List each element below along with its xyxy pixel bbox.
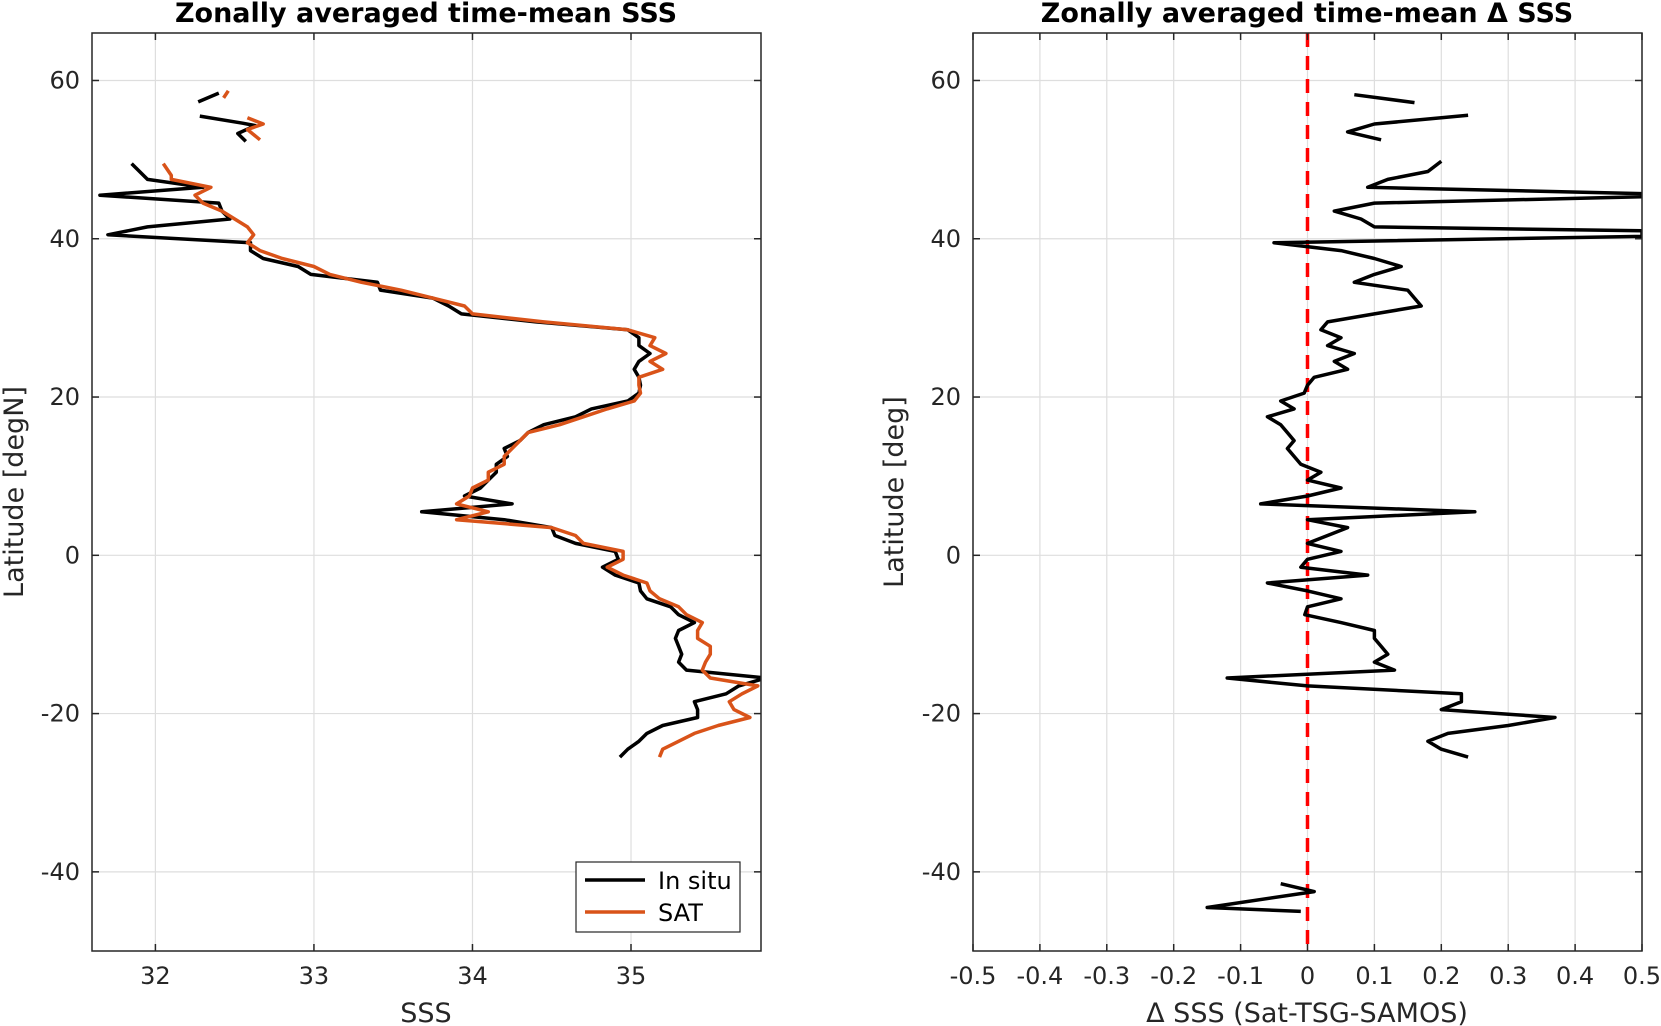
legend-insitu-label: In situ bbox=[658, 867, 732, 895]
right-series-delta-line bbox=[1205, 881, 1316, 914]
left-y-tick-label: 20 bbox=[49, 383, 80, 411]
right-y-tick-label: -20 bbox=[922, 700, 961, 728]
right-title: Zonally averaged time-mean Δ SSS bbox=[1041, 0, 1573, 29]
left-y-axis-label: Latitude [degN] bbox=[0, 386, 30, 598]
right-x-tick-label: -0.1 bbox=[1217, 962, 1264, 990]
right-series bbox=[1205, 92, 1642, 914]
left-x-tick-label: 33 bbox=[299, 962, 330, 990]
right-x-tick-label: 0.2 bbox=[1422, 962, 1460, 990]
right-x-tick-label: -0.4 bbox=[1016, 962, 1063, 990]
right-series-delta-line bbox=[1345, 113, 1469, 142]
right-x-tick-label: 0 bbox=[1300, 962, 1315, 990]
left-grid bbox=[92, 33, 761, 951]
right-x-tick-label: -0.3 bbox=[1083, 962, 1130, 990]
left-y-tick-label: -40 bbox=[41, 858, 80, 886]
legend-sat-label: SAT bbox=[658, 899, 703, 927]
right-y-tick-label: -40 bbox=[922, 858, 961, 886]
left-panel: 32 33 34 35 -40 -20 0 20 40 60 Zonally averaged t… bbox=[0, 0, 762, 1026]
right-ticks: -0.5 -0.4 -0.3 -0.2 -0.1 0 0.1 0.2 0.3 0.4 0.5 -40 -… bbox=[922, 33, 1661, 990]
right-x-axis-label: Δ SSS (Sat-TSG-SAMOS) bbox=[1146, 998, 1468, 1026]
right-y-axis-label: Latitude [deg] bbox=[879, 396, 910, 588]
left-y-tick-label: -20 bbox=[41, 700, 80, 728]
right-y-tick-label: 20 bbox=[930, 383, 961, 411]
left-x-axis-label: SSS bbox=[400, 998, 451, 1026]
left-y-tick-label: 0 bbox=[65, 541, 80, 569]
left-series-in-situ-line bbox=[98, 162, 761, 759]
legend: In situ SAT bbox=[575, 861, 741, 933]
right-x-tick-label: 0.3 bbox=[1489, 962, 1527, 990]
right-panel: -0.5 -0.4 -0.3 -0.2 -0.1 0 0.1 0.2 0.3 0.4 0.5 -40 -… bbox=[879, 0, 1661, 1026]
left-ticks: 32 33 34 35 -40 -20 0 20 40 60 bbox=[41, 33, 761, 990]
left-series-sat-line bbox=[161, 162, 760, 758]
left-y-tick-label: 40 bbox=[49, 225, 80, 253]
right-series-delta-line bbox=[1225, 159, 1642, 759]
left-series-in-situ-line bbox=[197, 91, 220, 104]
right-y-tick-label: 0 bbox=[946, 541, 961, 569]
left-series bbox=[98, 89, 761, 759]
left-x-tick-label: 35 bbox=[616, 962, 647, 990]
left-series-sat-line bbox=[222, 89, 230, 99]
left-plot-area bbox=[92, 33, 761, 951]
right-x-tick-label: 0.5 bbox=[1623, 962, 1661, 990]
right-y-tick-label: 40 bbox=[930, 225, 961, 253]
right-x-tick-label: -0.2 bbox=[1150, 962, 1197, 990]
right-x-tick-label: -0.5 bbox=[950, 962, 997, 990]
left-x-tick-label: 34 bbox=[457, 962, 488, 990]
right-y-tick-label: 60 bbox=[930, 66, 961, 94]
right-x-tick-label: 0.4 bbox=[1556, 962, 1594, 990]
left-y-tick-label: 60 bbox=[49, 66, 80, 94]
left-series-sat-line bbox=[245, 116, 265, 142]
right-x-tick-label: 0.1 bbox=[1355, 962, 1393, 990]
legend-box bbox=[575, 861, 741, 933]
left-x-tick-label: 32 bbox=[140, 962, 171, 990]
left-axes-box bbox=[91, 32, 762, 952]
left-title: Zonally averaged time-mean SSS bbox=[175, 0, 677, 29]
right-series-delta-line bbox=[1354, 92, 1415, 105]
